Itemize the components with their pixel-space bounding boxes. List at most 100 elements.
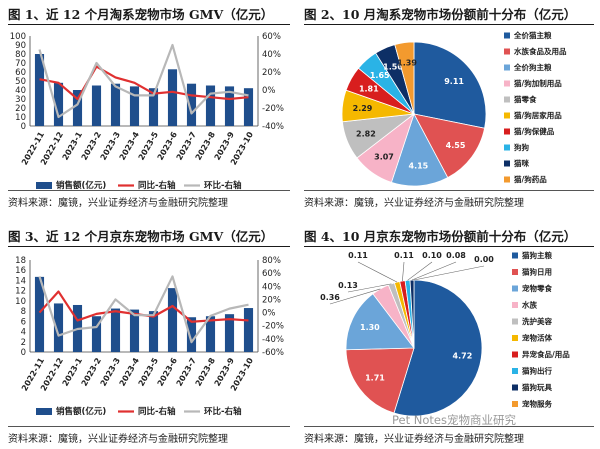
legend-swatch: [504, 144, 510, 151]
pie-slice: [394, 41, 415, 115]
bar: [34, 54, 45, 126]
legend-label: 宠物活体: [522, 333, 552, 343]
slice-label: 0.10: [422, 251, 442, 260]
pie-slice: [393, 279, 483, 417]
panel-taobao-gmv: 图 1、近 12 个月淘系宠物市场 GMV（亿元） 0 10 20 30 40 50 60 7…: [8, 4, 290, 214]
bar: [224, 86, 235, 126]
bar: [186, 83, 197, 126]
legend-swatch: [512, 269, 518, 275]
slice-label: 1.81: [359, 85, 379, 94]
legend-label: 销售额(亿元): [56, 180, 106, 191]
bar: [91, 316, 102, 352]
bar: [53, 82, 64, 126]
bar: [148, 311, 159, 352]
series-line: [38, 43, 249, 119]
leader-line: [357, 261, 398, 283]
y-tick-label-left: 10: [15, 113, 26, 123]
legend-label: 水族: [522, 300, 537, 310]
series-line: [38, 275, 249, 344]
bar: [148, 88, 159, 126]
y-tick-label-right: -40%: [262, 122, 284, 132]
y-tick-label-right: 60%: [262, 269, 281, 279]
series-line: [38, 290, 249, 323]
y-tick-label-left: 2: [21, 338, 26, 348]
legend-swatch: [36, 408, 52, 415]
bar: [129, 86, 140, 126]
slice-label: 1.30: [360, 323, 380, 332]
y-tick-label-left: 100: [10, 32, 26, 42]
y-tick-label-left: 40: [15, 86, 26, 96]
legend-swatch: [512, 335, 518, 341]
pie-slice: [345, 347, 415, 414]
legend-swatch: [504, 160, 510, 167]
leader-line: [407, 261, 433, 281]
bar: [205, 85, 216, 126]
slice-label: 9.11: [444, 77, 464, 86]
y-tick-label-right: 60%: [262, 32, 281, 42]
y-tick-label-left: 90: [15, 41, 26, 51]
legend-label: 猫狗玩具: [521, 382, 552, 392]
legend-swatch: [504, 48, 510, 55]
source-note: 资料来源：魔镜，兴业证券经济与金融研究院整理: [8, 434, 228, 445]
series-line: [39, 65, 249, 101]
legend-label: 环比-右轴: [204, 406, 242, 417]
y-tick-label-right: 80%: [262, 256, 281, 266]
slice-label: 4.72: [453, 351, 473, 360]
y-tick-label-right: -60%: [262, 348, 284, 358]
source-note: 资料来源：魔镜，兴业证券经济与金融研究院整理: [8, 198, 228, 209]
legend-swatch: [512, 368, 518, 374]
bar: [53, 303, 64, 352]
legend-label: 宠物零食: [522, 283, 552, 293]
legend-label: 猫/狗药品: [513, 174, 547, 184]
y-tick-label-right: 20%: [262, 68, 281, 78]
pie-slice: [390, 112, 449, 187]
title-rule: [304, 246, 594, 247]
y-tick-label-left: 14: [15, 276, 26, 286]
leader-line: [411, 261, 457, 281]
title-rule: [304, 24, 594, 25]
y-tick-label-right: -20%: [262, 322, 284, 332]
share-pie-chart: 4.72 1.71 1.30 0.36 0.13 0.11 0.11 0.10 0.08 0.00…: [320, 250, 570, 417]
bar: [91, 85, 102, 126]
y-tick-label-left: 18: [15, 256, 26, 266]
y-tick-label-left: 8: [21, 307, 26, 317]
leader-line: [329, 288, 381, 305]
slice-label: 1.71: [365, 374, 385, 383]
source-rule: [8, 426, 290, 427]
slice-label: 0.08: [446, 251, 466, 260]
legend-label: 猫狗日用: [521, 267, 552, 277]
bar: [34, 276, 45, 352]
source-rule: [304, 426, 594, 427]
bar: [224, 314, 235, 352]
legend-label: 宠物服务: [522, 399, 552, 409]
leader-line: [347, 283, 392, 293]
share-pie-chart: 9.11 4.55 4.15 3.07 2.82 2.29 1.81 1.651.501.39…: [341, 30, 567, 187]
legend-swatch: [504, 80, 510, 87]
leader-line: [413, 265, 485, 281]
legend-swatch: [512, 384, 518, 391]
source-rule: [304, 190, 594, 191]
title-rule: [8, 246, 290, 247]
pie-slice: [345, 293, 415, 351]
bar: [186, 317, 197, 352]
legend-label: 洗护美容: [522, 316, 552, 326]
legend-label: 销售额(亿元): [56, 406, 106, 417]
y-tick-label-right: -40%: [262, 335, 284, 345]
legend-swatch: [512, 318, 518, 325]
y-tick-label-right: 40%: [262, 282, 281, 292]
title-rule: [8, 24, 290, 25]
leader-line: [402, 261, 405, 282]
legend-label: 全价狗主粮: [513, 62, 552, 72]
panel-jd-share: 图 4、10 月京东宠物市场份额前十分布（亿元） 4.72 1.71 1.30 0.3…: [304, 226, 594, 445]
pie-slice: [409, 279, 415, 349]
bar: [243, 88, 254, 126]
y-tick-label-left: 60: [15, 68, 26, 78]
legend-swatch: [36, 182, 52, 189]
legend-swatch: [504, 128, 510, 135]
watermark: Pet Notes宠物商业研究: [392, 413, 516, 427]
slice-label: 0.13: [338, 281, 358, 290]
legend-label: 猫零食: [513, 94, 537, 104]
panel-title: 图 3、近 12 个月京东宠物市场 GMV（亿元）: [8, 229, 274, 244]
y-tick-label-left: 20: [15, 104, 26, 114]
